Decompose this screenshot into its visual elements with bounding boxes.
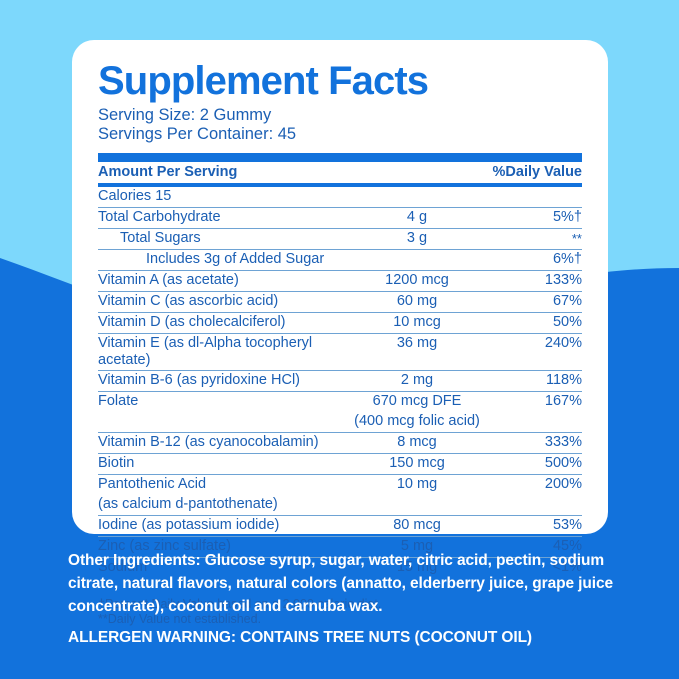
row-name: Zinc (as zinc sulfate) [98,536,342,558]
row-amount: 4 g [342,207,492,229]
row-daily-value-empty [492,495,582,516]
row-name: Vitamin A (as acetate) [98,270,342,292]
row-amount-line2: (400 mcg folic acid) [342,412,492,433]
table-row: Vitamin B-12 (as cyanocobalamin) 8 mcg 3… [98,432,582,454]
table-row: Vitamin C (as ascorbic acid) 60 mg 67% [98,291,582,313]
table-row-continuation: (400 mcg folic acid) [98,412,582,433]
row-daily-value: 240% [492,333,582,371]
page-title: Supplement Facts [98,59,429,103]
row-amount: 10 mcg [342,312,492,334]
row-daily-value: 500% [492,453,582,475]
table-row: Sodium 15 mg <1% [98,558,582,579]
row-daily-value [492,187,582,208]
table-row: Vitamin E (as dl-Alpha tocopheryl acetat… [98,333,582,371]
row-daily-value: <1% [552,559,582,575]
row-daily-value: 333% [492,432,582,454]
nutrition-rows-table: Calories 15 Total Carbohydrate 4 g 5%† T… [98,187,582,578]
footnote-daily-value: †Percent Daily Value based on a 2,000 ca… [98,597,382,611]
supplement-facts-content: Supplement Facts Serving Size: 2 Gummy S… [98,58,582,627]
row-amount: 5 mg [342,536,492,558]
row-amount: 60 mg [342,291,492,313]
row-name: Calories 15 [98,187,342,208]
table-header-row: Amount Per Serving %Daily Value [98,162,582,183]
row-name: Pantothenic Acid [98,476,207,492]
footnote-not-established: **Daily Value not established. [98,612,262,626]
row-amount: 36 mg [342,333,492,371]
row-daily-value: 200% [544,476,582,492]
row-daily-value: 133% [492,270,582,292]
daily-value-header: %Daily Value [492,164,582,180]
row-daily-value: 118% [492,370,582,392]
other-ingredients-text: Glucose syrup, sugar, water, citric acid… [68,552,614,615]
row-name: Vitamin B-12 (as cyanocobalamin) [98,432,342,454]
row-amount [342,249,492,271]
row-daily-value: 67% [492,291,582,313]
row-daily-value: 167% [544,393,582,409]
row-name: Sodium [98,559,148,575]
row-daily-value: 53% [492,515,582,537]
bottom-text-block: Other Ingredients: Glucose syrup, sugar,… [68,549,624,648]
row-name: Includes 3g of Added Sugar [98,249,342,271]
row-amount: 670 mcg DFE [372,393,462,409]
row-daily-value: 45% [492,536,582,558]
footer-thick-rule [98,581,582,590]
other-ingredients-label: Other Ingredients: [68,552,201,569]
row-name-empty [98,412,342,433]
row-amount: 80 mcg [342,515,492,537]
table-row: Total Sugars 3 g ** [98,228,582,250]
table-row: Zinc (as zinc sulfate) 5 mg 45% [98,536,582,558]
row-daily-value: 50% [492,312,582,334]
other-ingredients-paragraph: Other Ingredients: Glucose syrup, sugar,… [68,549,624,618]
table-row: Vitamin A (as acetate) 1200 mcg 133% [98,270,582,292]
supplement-facts-card: Supplement Facts Serving Size: 2 Gummy S… [72,40,608,626]
row-name: Total Sugars [98,228,342,250]
row-amount: 150 mcg [342,453,492,475]
row-amount-empty [342,495,492,516]
row-name: Total Carbohydrate [98,207,342,229]
row-daily-value: 5%† [492,207,582,229]
servings-per-container-text: Servings Per Container: 45 [98,125,297,143]
row-amount: 2 mg [342,370,492,392]
table-row: Vitamin D (as cholecalciferol) 10 mcg 50… [98,312,582,334]
table-row-continuation: (as calcium d-pantothenate) [98,495,582,516]
row-amount: 8 mcg [342,432,492,454]
table-row: Total Carbohydrate 4 g 5%† [98,207,582,229]
row-daily-value-empty [492,412,582,433]
row-amount: 3 g [342,228,492,250]
row-amount: 10 mg [396,476,438,492]
table-row: Folate 670 mcg DFE 167% [98,392,582,413]
allergen-warning: ALLERGEN WARNING: CONTAINS TREE NUTS (CO… [68,629,532,646]
row-name: Vitamin B-6 (as pyridoxine HCl) [98,370,342,392]
row-name: Vitamin C (as ascorbic acid) [98,291,342,313]
row-name: Folate [98,393,139,409]
header-medium-rule [98,183,582,187]
nutrition-table: Amount Per Serving %Daily Value [98,162,582,183]
row-daily-value: ** [492,228,582,250]
table-row: Biotin 150 mcg 500% [98,453,582,475]
row-daily-value: 6%† [492,249,582,271]
row-name: Iodine (as potassium iodide) [98,515,342,537]
footnotes: †Percent Daily Value based on a 2,000 ca… [98,597,582,627]
row-name: Vitamin D (as cholecalciferol) [98,312,342,334]
table-row: Vitamin B-6 (as pyridoxine HCl) 2 mg 118… [98,370,582,392]
amount-per-serving-header: Amount Per Serving [98,164,238,180]
amount-column-spacer [342,162,492,183]
row-amount: 1200 mcg [342,270,492,292]
nutrition-table-body: Amount Per Serving %Daily Value [98,162,582,183]
nutrition-rows-body: Calories 15 Total Carbohydrate 4 g 5%† T… [98,187,582,578]
row-name: Vitamin E (as dl-Alpha tocopheryl acetat… [98,333,342,371]
row-amount: 15 mg [396,559,438,575]
table-row: Includes 3g of Added Sugar 6%† [98,249,582,271]
table-row: Pantothenic Acid 10 mg 200% [98,475,582,496]
table-row: Calories 15 [98,187,582,208]
serving-size-text: Serving Size: 2 Gummy [98,106,272,124]
header-thick-rule [98,153,582,162]
row-name-line2: (as calcium d-pantothenate) [98,495,342,516]
table-row: Iodine (as potassium iodide) 80 mcg 53% [98,515,582,537]
row-amount [342,187,492,208]
row-name: Biotin [98,453,342,475]
